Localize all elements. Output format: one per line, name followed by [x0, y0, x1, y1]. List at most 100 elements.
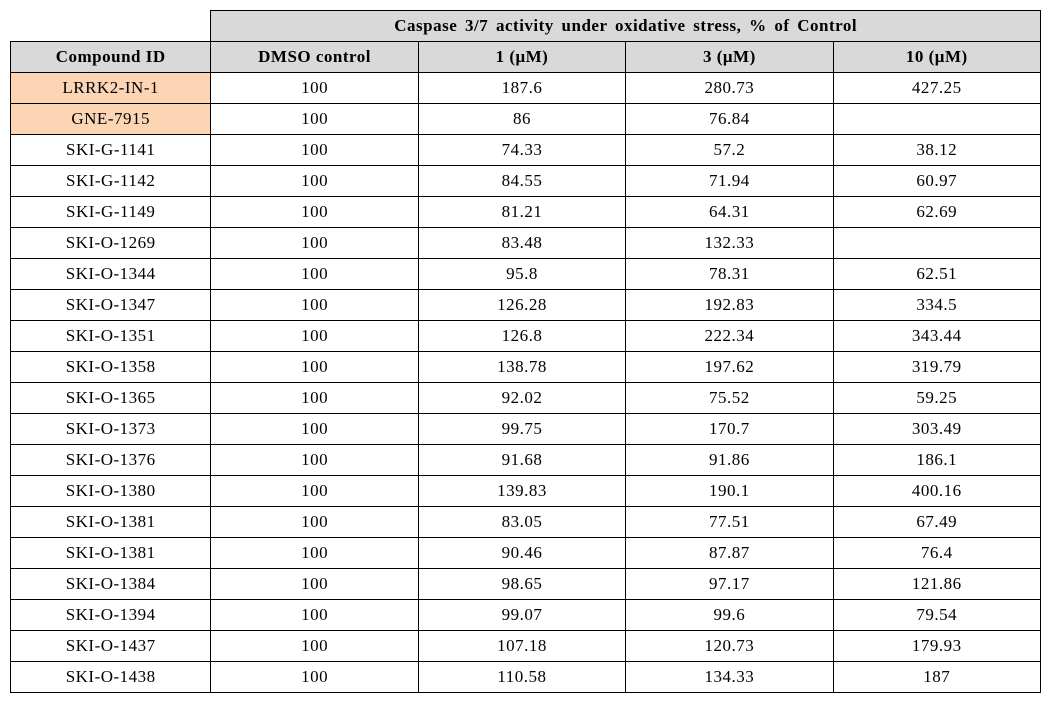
cell-value: 38.12	[833, 135, 1040, 166]
cell-value: 100	[211, 228, 418, 259]
cell-value: 138.78	[418, 352, 625, 383]
table-row: SKI-O-136510092.0275.5259.25	[11, 383, 1041, 414]
cell-value: 100	[211, 197, 418, 228]
col-header-dmso: DMSO control	[211, 42, 418, 73]
table-row: SKI-O-1351100126.8222.34343.44	[11, 321, 1041, 352]
cell-compound-id: GNE-7915	[11, 104, 211, 135]
header-title-cell: Caspase 3/7 activity under oxidative str…	[211, 11, 1041, 42]
cell-compound-id: SKI-O-1437	[11, 631, 211, 662]
cell-value: 343.44	[833, 321, 1040, 352]
cell-value: 57.2	[626, 135, 833, 166]
cell-value: 81.21	[418, 197, 625, 228]
cell-value: 95.8	[418, 259, 625, 290]
cell-value: 303.49	[833, 414, 1040, 445]
cell-value: 75.52	[626, 383, 833, 414]
cell-value: 67.49	[833, 507, 1040, 538]
cell-value: 98.65	[418, 569, 625, 600]
cell-value: 59.25	[833, 383, 1040, 414]
cell-value: 400.16	[833, 476, 1040, 507]
cell-value: 100	[211, 569, 418, 600]
col-header-1um: 1 (μM)	[418, 42, 625, 73]
table-row: SKI-O-126910083.48132.33	[11, 228, 1041, 259]
cell-value: 100	[211, 259, 418, 290]
cell-value: 427.25	[833, 73, 1040, 104]
cell-value: 222.34	[626, 321, 833, 352]
cell-compound-id: SKI-O-1381	[11, 538, 211, 569]
header-row-2: Compound ID DMSO control 1 (μM) 3 (μM) 1…	[11, 42, 1041, 73]
cell-value: 100	[211, 321, 418, 352]
cell-value: 192.83	[626, 290, 833, 321]
cell-value: 71.94	[626, 166, 833, 197]
cell-compound-id: SKI-G-1142	[11, 166, 211, 197]
table-row: SKI-O-137610091.6891.86186.1	[11, 445, 1041, 476]
table-row: LRRK2-IN-1100187.6280.73427.25	[11, 73, 1041, 104]
cell-value: 187	[833, 662, 1040, 693]
cell-value: 334.5	[833, 290, 1040, 321]
cell-value: 92.02	[418, 383, 625, 414]
cell-value: 91.86	[626, 445, 833, 476]
cell-value: 100	[211, 383, 418, 414]
cell-value	[833, 228, 1040, 259]
blank-header-cell	[11, 11, 211, 42]
cell-value: 187.6	[418, 73, 625, 104]
cell-compound-id: SKI-O-1347	[11, 290, 211, 321]
cell-value: 91.68	[418, 445, 625, 476]
cell-compound-id: SKI-G-1141	[11, 135, 211, 166]
cell-compound-id: LRRK2-IN-1	[11, 73, 211, 104]
cell-value: 100	[211, 662, 418, 693]
cell-compound-id: SKI-G-1149	[11, 197, 211, 228]
table-row: GNE-79151008676.84	[11, 104, 1041, 135]
table-row: SKI-O-1347100126.28192.83334.5	[11, 290, 1041, 321]
table-row: SKI-O-1437100107.18120.73179.93	[11, 631, 1041, 662]
table-row: SKI-G-114910081.2164.3162.69	[11, 197, 1041, 228]
cell-value: 99.6	[626, 600, 833, 631]
table-row: SKI-O-134410095.878.3162.51	[11, 259, 1041, 290]
cell-value: 190.1	[626, 476, 833, 507]
cell-value: 100	[211, 73, 418, 104]
cell-value: 79.54	[833, 600, 1040, 631]
cell-value: 280.73	[626, 73, 833, 104]
cell-value: 100	[211, 631, 418, 662]
col-header-id: Compound ID	[11, 42, 211, 73]
cell-value: 197.62	[626, 352, 833, 383]
cell-compound-id: SKI-O-1381	[11, 507, 211, 538]
cell-value: 87.87	[626, 538, 833, 569]
cell-value: 97.17	[626, 569, 833, 600]
col-header-3um: 3 (μM)	[626, 42, 833, 73]
table-row: SKI-O-1438100110.58134.33187	[11, 662, 1041, 693]
cell-value: 83.05	[418, 507, 625, 538]
table-row: SKI-O-1358100138.78197.62319.79	[11, 352, 1041, 383]
cell-value: 126.8	[418, 321, 625, 352]
table-row: SKI-G-114210084.5571.9460.97	[11, 166, 1041, 197]
cell-value: 139.83	[418, 476, 625, 507]
cell-value: 170.7	[626, 414, 833, 445]
cell-value: 100	[211, 290, 418, 321]
cell-value: 100	[211, 104, 418, 135]
cell-value: 100	[211, 538, 418, 569]
table-row: SKI-O-138110083.0577.5167.49	[11, 507, 1041, 538]
cell-value: 84.55	[418, 166, 625, 197]
cell-value	[833, 104, 1040, 135]
cell-value: 100	[211, 600, 418, 631]
cell-value: 76.84	[626, 104, 833, 135]
cell-value: 186.1	[833, 445, 1040, 476]
cell-value: 99.75	[418, 414, 625, 445]
cell-value: 100	[211, 507, 418, 538]
cell-value: 99.07	[418, 600, 625, 631]
cell-value: 78.31	[626, 259, 833, 290]
cell-value: 319.79	[833, 352, 1040, 383]
cell-compound-id: SKI-O-1384	[11, 569, 211, 600]
cell-value: 107.18	[418, 631, 625, 662]
cell-value: 86	[418, 104, 625, 135]
cell-value: 100	[211, 476, 418, 507]
cell-compound-id: SKI-O-1373	[11, 414, 211, 445]
cell-compound-id: SKI-O-1394	[11, 600, 211, 631]
cell-compound-id: SKI-O-1344	[11, 259, 211, 290]
cell-value: 132.33	[626, 228, 833, 259]
cell-value: 126.28	[418, 290, 625, 321]
table-row: SKI-O-138110090.4687.8776.4	[11, 538, 1041, 569]
table-body: LRRK2-IN-1100187.6280.73427.25GNE-791510…	[11, 73, 1041, 693]
cell-value: 100	[211, 135, 418, 166]
cell-value: 76.4	[833, 538, 1040, 569]
cell-value: 100	[211, 166, 418, 197]
